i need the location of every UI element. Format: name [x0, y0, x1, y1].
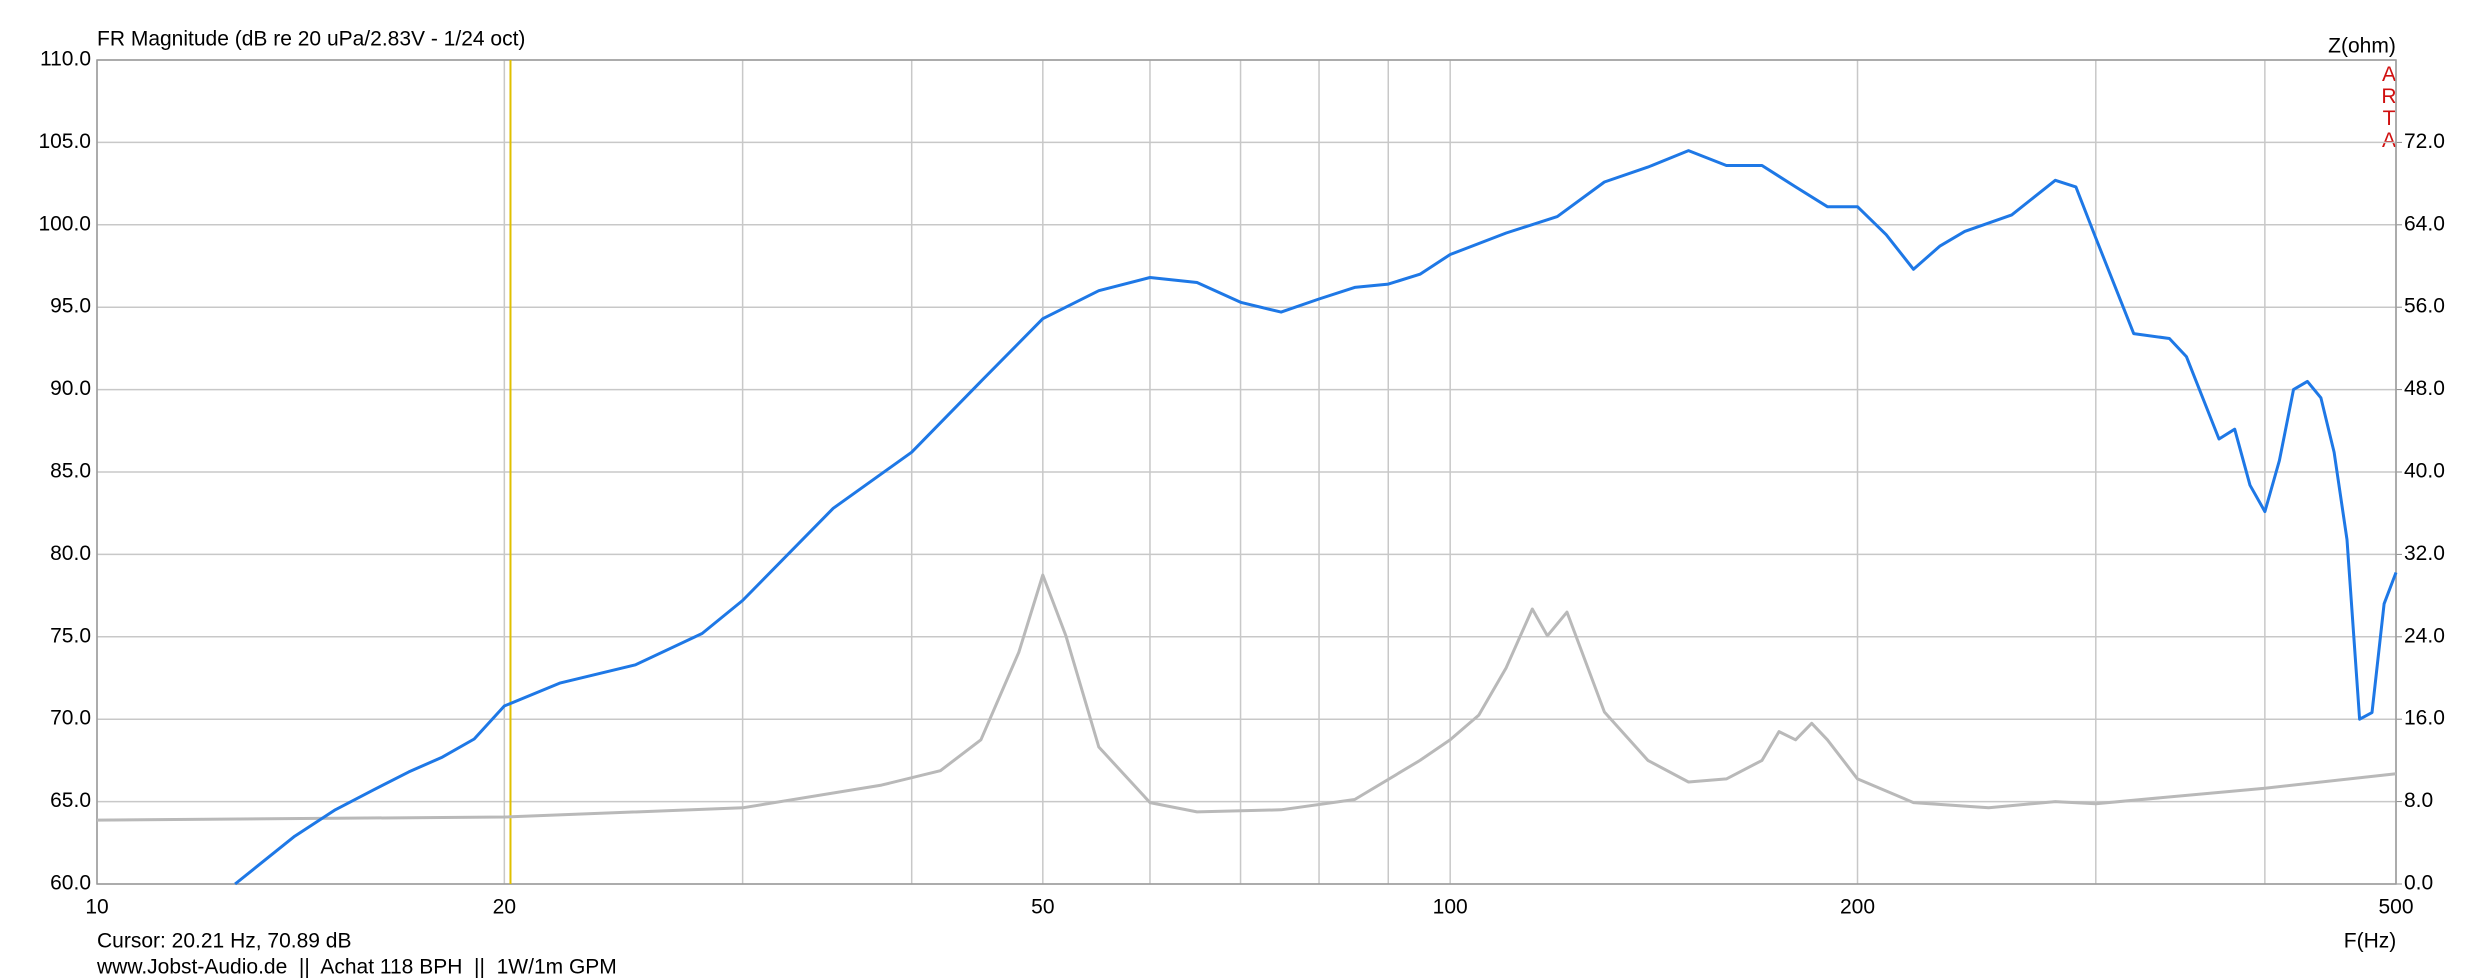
y-tick-label: 95.0 — [50, 295, 91, 318]
x-tick-label: 500 — [2378, 896, 2413, 919]
cursor-text: Cursor: 20.21 Hz, 70.89 dB — [97, 930, 351, 953]
y-tick-label: 85.0 — [50, 460, 91, 483]
y-tick-label: 75.0 — [50, 624, 91, 647]
x-tick-label: 200 — [1840, 896, 1875, 919]
y2-tick-label: 56.0 — [2404, 295, 2445, 318]
y-tick-label: 90.0 — [50, 377, 91, 400]
y-tick-label: 100.0 — [38, 212, 91, 235]
footer: www.Jobst-Audio.de || Achat 118 BPH || 1… — [96, 956, 617, 978]
chart-title: FR Magnitude (dB re 20 uPa/2.83V - 1/24 … — [97, 28, 525, 51]
y2-tick-label: 40.0 — [2404, 460, 2445, 483]
y-tick-label: 105.0 — [38, 130, 91, 153]
series-line — [96, 573, 2397, 822]
y2-axis-label: Z(ohm) — [2328, 35, 2396, 58]
y2-tick-label: 24.0 — [2404, 624, 2445, 647]
y-tick-label: 65.0 — [50, 789, 91, 812]
y2-tick-label: 8.0 — [2404, 789, 2433, 812]
y2-tick-label: 16.0 — [2404, 707, 2445, 730]
y2-tick-label: 72.0 — [2404, 130, 2445, 153]
y2-tick-label: 0.0 — [2404, 872, 2433, 895]
y-tick-label: 60.0 — [50, 872, 91, 895]
y2-tick-label: 64.0 — [2404, 212, 2445, 235]
y-tick-label: 70.0 — [50, 707, 91, 730]
x-tick-label: 20 — [493, 896, 516, 919]
y2-tick-label: 48.0 — [2404, 377, 2445, 400]
plot-frame — [96, 59, 2397, 885]
y-tick-label: 110.0 — [40, 48, 91, 71]
series-line — [234, 149, 2398, 886]
y-tick-label: 80.0 — [50, 542, 91, 565]
x-tick-label: 10 — [85, 896, 108, 919]
x-tick-label: 100 — [1433, 896, 1468, 919]
x-axis-label: F(Hz) — [2344, 930, 2396, 953]
y2-tick-label: 32.0 — [2404, 542, 2445, 565]
x-tick-label: 50 — [1031, 896, 1054, 919]
